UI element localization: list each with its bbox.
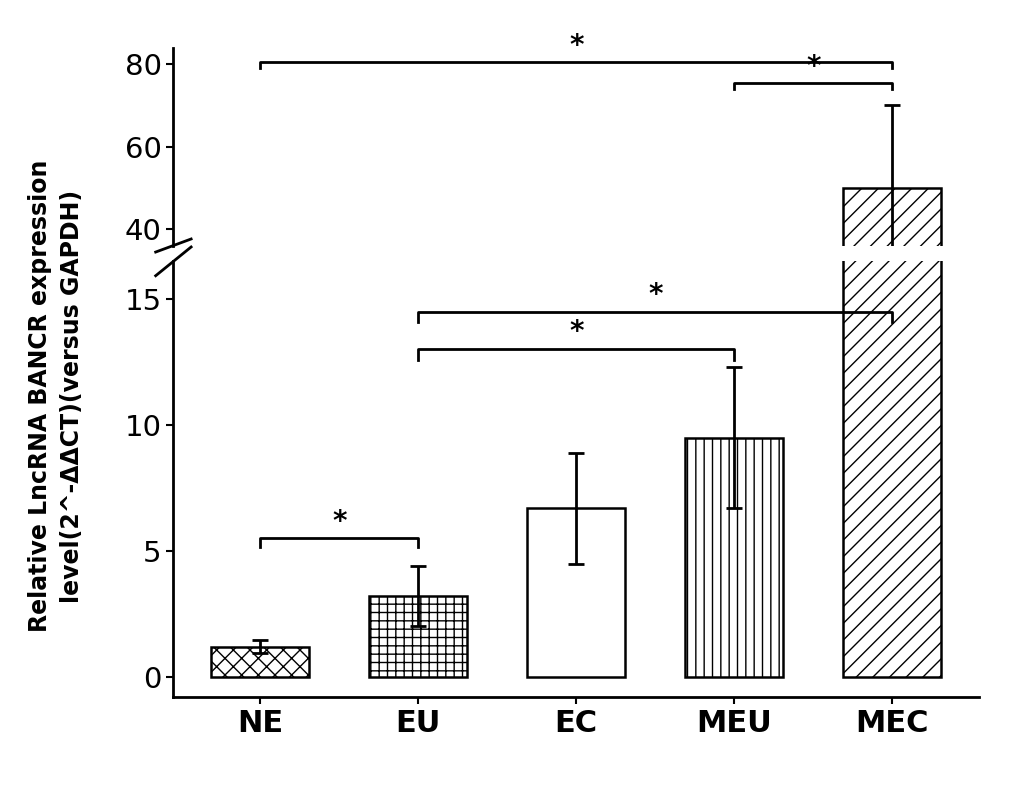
- Bar: [685, 438, 783, 677]
- Text: *: *: [332, 508, 346, 535]
- Bar: [211, 646, 309, 677]
- Text: *: *: [805, 53, 819, 81]
- Text: *: *: [569, 318, 583, 346]
- Bar: [369, 381, 467, 394]
- Bar: [843, 188, 941, 394]
- Text: Relative LncRNA BANCR expression
level(2^-ΔΔCT)(versus GAPDH): Relative LncRNA BANCR expression level(2…: [29, 160, 84, 632]
- Text: *: *: [569, 32, 583, 60]
- Bar: [527, 367, 625, 394]
- Bar: [685, 355, 783, 394]
- Text: *: *: [647, 280, 662, 309]
- Bar: [211, 389, 309, 394]
- Bar: [843, 0, 941, 677]
- Bar: [369, 596, 467, 677]
- Bar: [527, 508, 625, 677]
